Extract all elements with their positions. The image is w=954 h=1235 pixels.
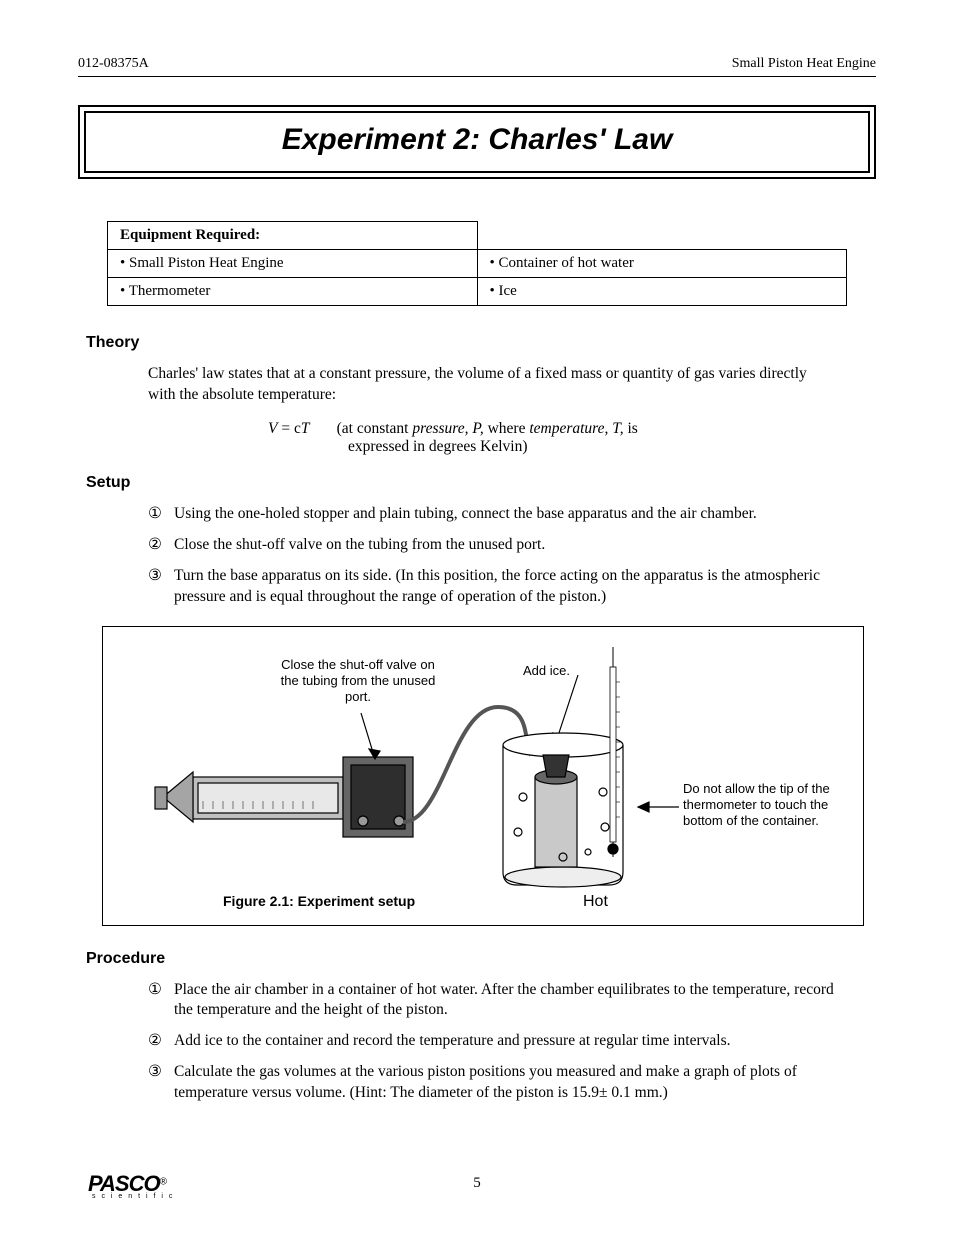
theory-paragraph: Charles' law states that at a constant p… [148,364,836,406]
logo-sub: s c i e n t i f i c [92,1193,174,1200]
formula-line2: expressed in degrees Kelvin) [348,438,876,456]
header-rule [78,76,876,77]
equipment-empty [477,222,847,250]
list-text: Add ice to the container and record the … [174,1031,846,1052]
page-footer: PASCO® s c i e n t i f i c 5 [0,1175,954,1205]
formula-note: (at constant pressure, P, where temperat… [337,420,638,437]
page-number: 5 [473,1175,481,1192]
formula-block: V = cT (at constant pressure, P, where t… [268,420,876,456]
list-marker: ③ [148,1062,174,1104]
list-marker: ③ [148,566,174,608]
list-item: ①Using the one-holed stopper and plain t… [148,504,846,525]
list-text: Calculate the gas volumes at the various… [174,1062,846,1104]
figure-box: Close the shut-off valve on the tubing f… [102,626,864,926]
title-frame: Experiment 2: Charles' Law [78,105,876,179]
list-text: Close the shut-off valve on the tubing f… [174,535,846,556]
equip-cell: • Container of hot water [477,250,847,278]
list-marker: ② [148,1031,174,1052]
setup-list: ①Using the one-holed stopper and plain t… [148,504,846,608]
equip-cell: • Ice [477,278,847,306]
list-text: Turn the base apparatus on its side. (In… [174,566,846,608]
list-item: ③Calculate the gas volumes at the variou… [148,1062,846,1104]
list-marker: ① [148,504,174,525]
list-marker: ① [148,980,174,1022]
formula: V = cT [268,420,309,437]
list-item: ①Place the air chamber in a container of… [148,980,846,1022]
pasco-logo: PASCO® s c i e n t i f i c [88,1171,174,1200]
equip-cell: • Thermometer [108,278,478,306]
list-marker: ② [148,535,174,556]
list-text: Place the air chamber in a container of … [174,980,846,1022]
registered-icon: ® [160,1177,167,1188]
procedure-list: ①Place the air chamber in a container of… [148,980,846,1105]
equip-cell: • Small Piston Heat Engine [108,250,478,278]
list-item: ②Close the shut-off valve on the tubing … [148,535,846,556]
setup-heading: Setup [86,474,876,492]
apparatus-icon [103,627,863,927]
doc-id: 012-08375A [78,56,149,72]
equipment-heading: Equipment Required: [108,222,478,250]
title-frame-inner: Experiment 2: Charles' Law [84,111,870,173]
list-item: ②Add ice to the container and record the… [148,1031,846,1052]
experiment-title: Experiment 2: Charles' Law [86,123,868,157]
equipment-table: Equipment Required: • Small Piston Heat … [107,221,847,306]
page-header: 012-08375A Small Piston Heat Engine [78,56,876,72]
theory-heading: Theory [86,334,876,352]
doc-title-right: Small Piston Heat Engine [732,56,876,72]
procedure-heading: Procedure [86,950,876,968]
list-text: Using the one-holed stopper and plain tu… [174,504,846,525]
list-item: ③Turn the base apparatus on its side. (I… [148,566,846,608]
